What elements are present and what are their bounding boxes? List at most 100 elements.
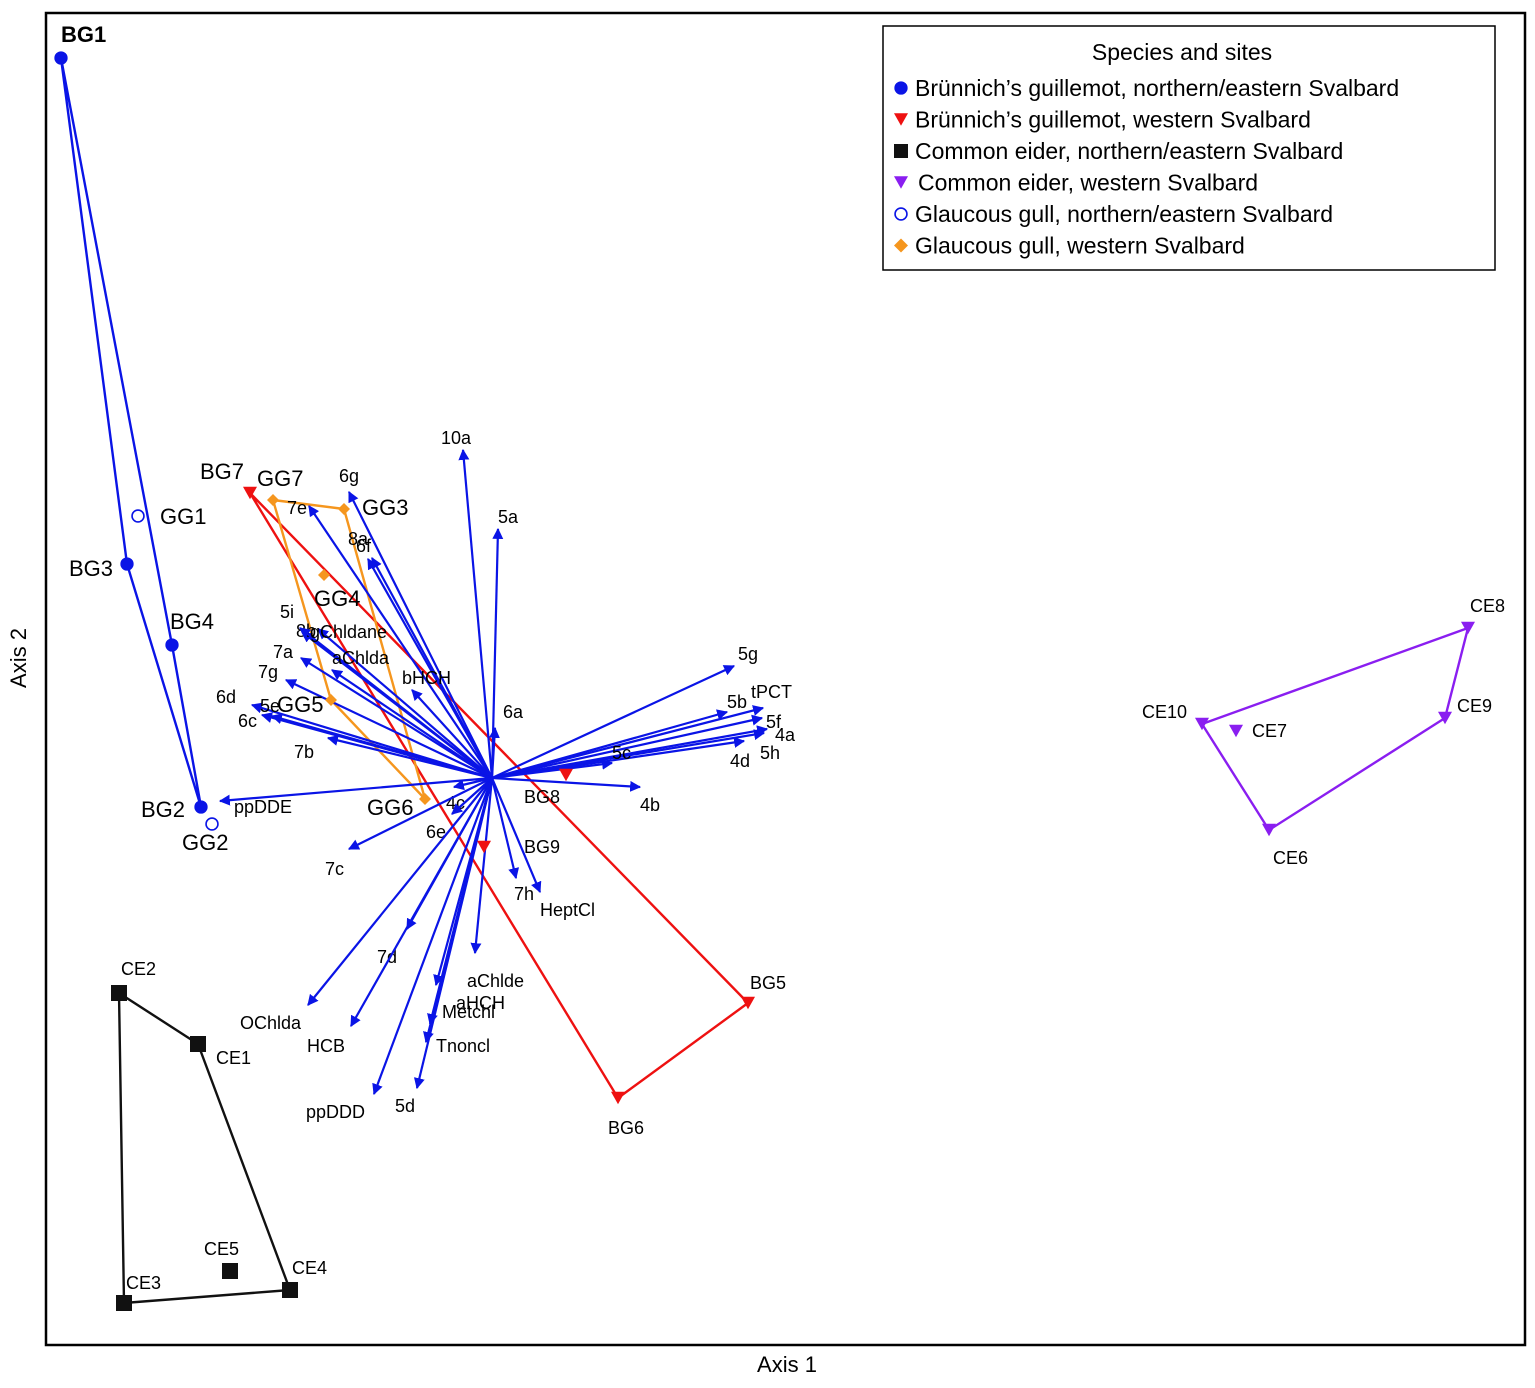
vector-label-5b: 5b — [727, 692, 747, 712]
point-label-bg4: BG4 — [170, 609, 214, 634]
vector-label-metchl: Metchl — [442, 1002, 495, 1022]
legend-marker-ce-ne — [894, 144, 908, 158]
legend-item-bg-ne: Brünnich’s guillemot, northern/eastern S… — [894, 75, 1399, 101]
vector-arrow-ppddd — [372, 777, 494, 1096]
hull-bg-ne — [59, 56, 203, 809]
point-marker-bg7 — [243, 486, 257, 500]
point-label-gg7: GG7 — [257, 466, 303, 491]
point-marker-bg2 — [194, 800, 208, 814]
vector-label-5h: 5h — [760, 743, 780, 763]
point-marker-ce8 — [1461, 621, 1475, 635]
point-marker-bg6 — [611, 1091, 625, 1105]
vector-label-6g: 6g — [339, 466, 359, 486]
point-marker-ce2 — [111, 985, 127, 1001]
vector-arrow-7g — [285, 679, 493, 779]
vector-label-6f: 6f — [356, 536, 372, 556]
vector-arrow-10a — [458, 448, 494, 779]
point-marker-ce3 — [116, 1295, 132, 1311]
legend-item-bg-w: Brünnich’s guillemot, western Svalbard — [894, 107, 1311, 133]
point-label-gg3: GG3 — [362, 495, 408, 520]
y-axis-title: Axis 2 — [6, 628, 31, 688]
vector-label-ochlda: OChlda — [240, 1013, 302, 1033]
point-label-bg5: BG5 — [750, 973, 786, 993]
vector-arrow-5d — [413, 777, 494, 1090]
vector-label-7b: 7b — [294, 742, 314, 762]
vector-arrow-ochlda — [307, 777, 493, 1006]
vector-label-hcb: HCB — [307, 1036, 345, 1056]
vector-label-5i: 5i — [280, 602, 294, 622]
legend-marker-bg-w — [894, 113, 908, 126]
vector-label-6c: 6c — [238, 711, 257, 731]
point-label-bg2: BG2 — [141, 797, 185, 822]
point-label-ce4: CE4 — [292, 1258, 327, 1278]
legend-marker-ce-w — [894, 176, 908, 189]
point-marker-bg8 — [559, 768, 573, 782]
vector-label-bhch: bHCH — [402, 668, 451, 688]
point-marker-ce4 — [282, 1282, 298, 1298]
legend-marker-bg-ne — [894, 81, 908, 95]
vector-label-ahch: aHCH — [456, 993, 505, 1013]
vector-arrow-achlde — [470, 777, 494, 955]
vector-label-7h: 7h — [514, 884, 534, 904]
point-marker-ce1 — [190, 1036, 206, 1052]
vector-label-8a: 8a — [348, 529, 369, 549]
vector-label-4d: 4d — [730, 751, 750, 771]
legend-box — [882, 25, 1496, 271]
vector-arrow-6f — [371, 557, 493, 779]
vector-arrow-6a — [488, 726, 500, 779]
legend-marker-gg-ne — [894, 207, 908, 221]
point-marker-gg2 — [205, 817, 219, 831]
legend-title: Species and sites — [1092, 39, 1272, 65]
legend-item-gg-w: Glaucous gull, western Svalbard — [894, 233, 1245, 259]
point-label-ce3: CE3 — [126, 1273, 161, 1293]
hull-bg-w — [248, 491, 750, 1100]
vector-arrow-7a — [300, 657, 493, 779]
legend-item-ce-w: Common eider, western Svalbard — [894, 170, 1258, 196]
legend-item-ce-ne: Common eider, northern/eastern Svalbard — [894, 138, 1343, 164]
vector-label-7c: 7c — [325, 859, 344, 879]
vector-arrow-hcb — [350, 777, 493, 1027]
legend-label: Common eider, western Svalbard — [918, 170, 1258, 196]
legend: Species and sites Brünnich’s guillemot, … — [882, 25, 1496, 271]
point-label-ce2: CE2 — [121, 959, 156, 979]
point-label-bg1: BG1 — [61, 22, 106, 47]
point-marker-gg7 — [267, 494, 279, 506]
vector-arrow-gchldane — [299, 627, 493, 779]
point-marker-bg3 — [120, 557, 134, 571]
vector-label-5c: 5c — [612, 743, 631, 763]
vector-arrow-5c — [491, 758, 614, 780]
vector-label-tnoncl: Tnoncl — [436, 1036, 490, 1056]
point-label-ce8: CE8 — [1470, 596, 1505, 616]
legend-label: Brünnich’s guillemot, western Svalbard — [915, 107, 1311, 133]
vector-arrow-4c — [452, 776, 493, 791]
vector-label-achlde: aChlde — [467, 971, 524, 991]
point-marker-gg3 — [338, 503, 350, 515]
x-axis-title: Axis 1 — [757, 1352, 817, 1377]
point-marker-ce9 — [1438, 711, 1452, 725]
vector-arrow-6c — [260, 712, 493, 780]
point-label-gg6: GG6 — [367, 795, 413, 820]
legend-label: Brünnich’s guillemot, northern/eastern S… — [915, 75, 1399, 101]
vector-label-5d: 5d — [395, 1096, 415, 1116]
point-marker-gg6 — [419, 793, 431, 805]
variable-vectors: 10a5a6g7e8a6f5i8bgChldane7a7gaChldabHCH6… — [216, 428, 796, 1122]
point-label-ce5: CE5 — [204, 1239, 239, 1259]
vector-arrow-7e — [308, 505, 493, 779]
vector-label-7g: 7g — [258, 662, 278, 682]
point-marker-ce7 — [1229, 724, 1243, 738]
legend-label: Common eider, northern/eastern Svalbard — [915, 138, 1343, 164]
vector-label-6a: 6a — [503, 702, 524, 722]
point-marker-bg9 — [477, 840, 491, 854]
point-label-gg1: GG1 — [160, 504, 206, 529]
point-label-bg3: BG3 — [69, 556, 113, 581]
point-label-ce10: CE10 — [1142, 702, 1187, 722]
vector-label-ppddd: ppDDD — [306, 1102, 365, 1122]
vector-label-7e: 7e — [287, 498, 307, 518]
legend-label: Glaucous gull, northern/eastern Svalbard — [915, 201, 1333, 227]
point-marker-ce10 — [1195, 717, 1209, 731]
point-marker-ce5 — [222, 1263, 238, 1279]
plot-frame — [44, 11, 1527, 1347]
point-label-gg2: GG2 — [182, 830, 228, 855]
vector-label-5g: 5g — [738, 644, 758, 664]
